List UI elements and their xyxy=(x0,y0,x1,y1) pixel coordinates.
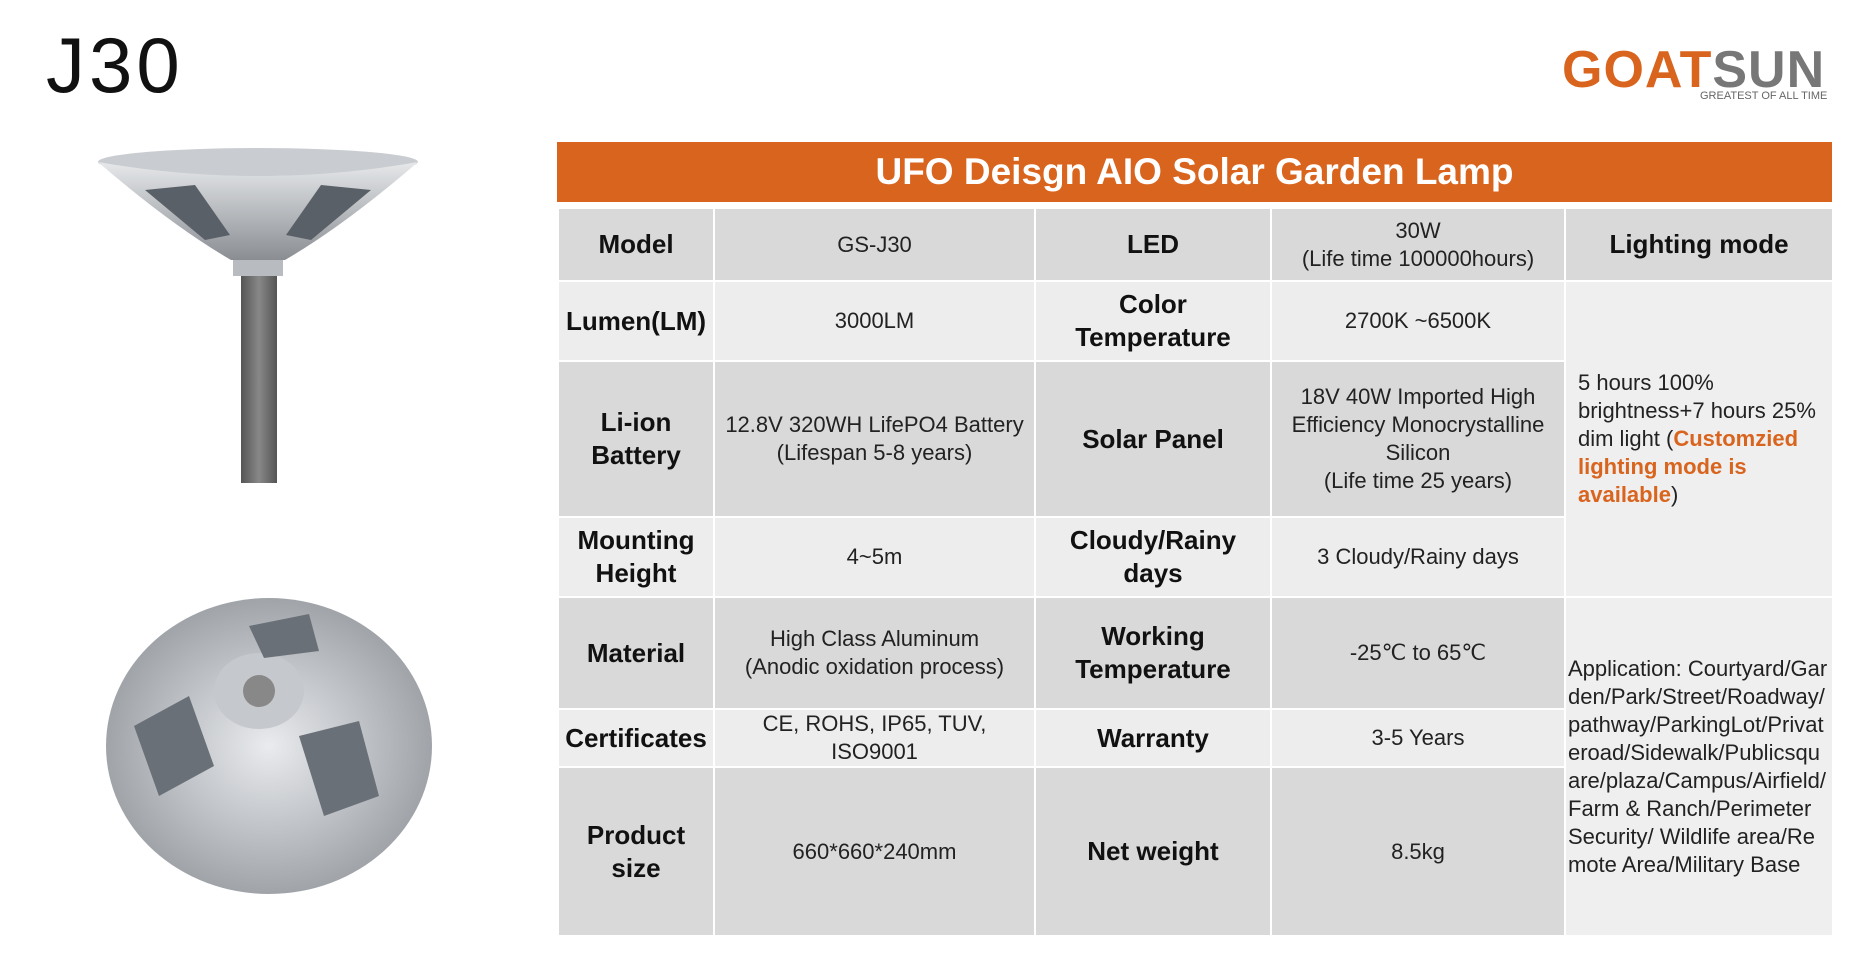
spec-label: Certificates xyxy=(557,708,715,768)
spec-value: CE, ROHS, IP65, TUV, ISO9001 xyxy=(713,708,1036,768)
brand-secondary: SUN xyxy=(1712,41,1826,99)
spec-label: Working Temperature xyxy=(1034,596,1272,710)
spec-value: 3000LM xyxy=(713,280,1036,362)
spec-label: Warranty xyxy=(1034,708,1272,768)
spec-label: Model xyxy=(557,207,715,282)
page-title: J30 xyxy=(46,21,184,109)
table-row: Product size 660*660*240mm Net weight 8.5kg xyxy=(557,766,1833,937)
lamp-top-image xyxy=(106,598,432,894)
spec-label: Lumen(LM) xyxy=(557,280,715,362)
spec-label: Solar Panel xyxy=(1034,360,1272,518)
spec-value: 3 Cloudy/Rainy days xyxy=(1270,516,1566,598)
spec-label: Cloudy/Rainy days xyxy=(1034,516,1272,598)
spec-label: Product size xyxy=(557,766,715,937)
lighting-text: 5 hours 100% brightness+7 hours 25% dim … xyxy=(1578,370,1816,451)
brand-primary: GOAT xyxy=(1562,41,1713,99)
table-row: Mounting Height 4~5m Cloudy/Rainy days 3 Cl… xyxy=(557,516,1833,598)
table-row: Model GS-J30 LED 30W (Life time 100000hours… xyxy=(557,207,1834,282)
spec-label: Color Temperature xyxy=(1034,280,1272,362)
lighting-text: ) xyxy=(1670,482,1679,507)
spec-value: 8.5kg xyxy=(1270,766,1566,937)
spec-value: 12.8V 320WH LifePO4 Battery (Lifespan 5-… xyxy=(713,360,1036,518)
spec-value: High Class Aluminum (Anodic oxidation pr… xyxy=(713,596,1036,710)
spec-value: 30W (Life time 100000hours) xyxy=(1270,207,1566,282)
application: Application: Courtyard/Garden/Park/Stree… xyxy=(1564,596,1834,937)
spec-label: LED xyxy=(1034,207,1272,282)
lighting-mode: 5 hours 100% brightness+7 hours 25% dim … xyxy=(1564,280,1834,598)
table-row: Li-ion Battery 12.8V 320WH LifePO4 Batter… xyxy=(557,360,1833,518)
table-row: Lumen(LM) 3000LM Color Temperature 2700K ~6… xyxy=(557,280,1834,598)
spec-label: Li-ion Battery xyxy=(557,360,715,518)
spec-value: 2700K ~6500K xyxy=(1270,280,1566,362)
spec-value: -25℃ to 65℃ xyxy=(1270,596,1566,710)
spec-label: Mounting Height xyxy=(557,516,715,598)
table-title: UFO Deisgn AIO Solar Garden Lamp xyxy=(557,142,1832,202)
spec-value: 18V 40W Imported High Efficiency Monocry… xyxy=(1270,360,1566,518)
spec-label: Material xyxy=(557,596,715,710)
table-row: Material High Class Aluminum (Anodic oxid… xyxy=(557,596,1834,937)
spec-table: Model GS-J30 LED 30W (Life time 100000hours… xyxy=(557,207,1834,937)
spec-label: Net weight xyxy=(1034,766,1272,937)
lamp-side-image xyxy=(98,148,418,483)
lighting-text: Customzied lighting mode is available xyxy=(1578,426,1799,507)
table-row: Certificates CE, ROHS, IP65, TUV, ISO9001… xyxy=(557,708,1833,768)
tagline: GREATEST OF ALL TIME xyxy=(1700,90,1828,102)
spec-value: GS-J30 xyxy=(713,207,1036,282)
lighting-mode-header: Lighting mode xyxy=(1564,207,1834,282)
spec-value: 3-5 Years xyxy=(1270,708,1566,768)
spec-value: 660*660*240mm xyxy=(713,766,1036,937)
logo: GOATSUN xyxy=(1562,40,1825,100)
spec-value: 4~5m xyxy=(713,516,1036,598)
